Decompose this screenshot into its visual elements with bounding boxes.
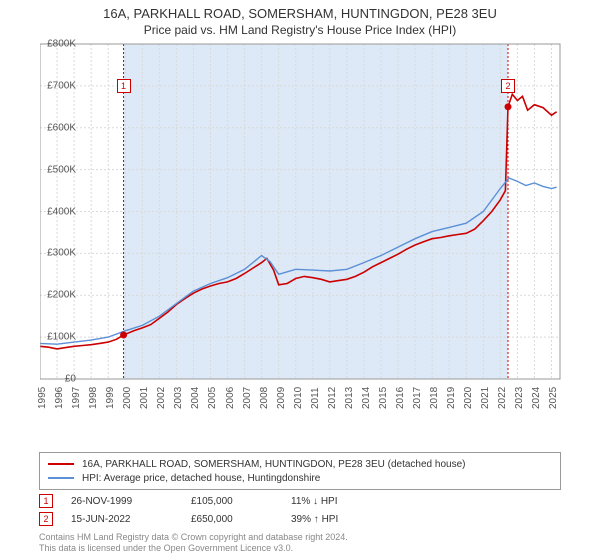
sale-marker-icon: 1 <box>39 494 53 508</box>
sale-delta: 11% ↓ HPI <box>291 496 391 507</box>
x-tick-label: 2009 <box>276 387 287 409</box>
x-tick-label: 2020 <box>463 387 474 409</box>
legend: 16A, PARKHALL ROAD, SOMERSHAM, HUNTINGDO… <box>39 452 561 490</box>
x-tick-label: 1995 <box>37 387 48 409</box>
legend-label-price: 16A, PARKHALL ROAD, SOMERSHAM, HUNTINGDO… <box>82 459 465 470</box>
x-tick-label: 2015 <box>378 387 389 409</box>
x-tick-label: 2012 <box>327 387 338 409</box>
x-tick-label: 2006 <box>225 387 236 409</box>
title-main: 16A, PARKHALL ROAD, SOMERSHAM, HUNTINGDO… <box>0 6 600 21</box>
x-tick-label: 2016 <box>395 387 406 409</box>
x-tick-label: 2017 <box>412 387 423 409</box>
x-tick-label: 2024 <box>531 387 542 409</box>
y-tick-label: £500K <box>47 164 76 175</box>
legend-swatch-hpi <box>48 477 74 479</box>
legend-row: 16A, PARKHALL ROAD, SOMERSHAM, HUNTINGDO… <box>48 457 552 471</box>
y-tick-label: £300K <box>47 248 76 259</box>
chart-area: £0 £100K £200K £300K £400K £500K £600K £700K £80… <box>40 39 600 409</box>
y-tick-label: £400K <box>47 206 76 217</box>
title-block: 16A, PARKHALL ROAD, SOMERSHAM, HUNTINGDO… <box>0 0 600 39</box>
y-tick-label: £700K <box>47 80 76 91</box>
legend-label-hpi: HPI: Average price, detached house, Hunt… <box>82 473 320 484</box>
x-tick-label: 2005 <box>207 387 218 409</box>
x-tick-label: 1997 <box>71 387 82 409</box>
y-tick-label: £100K <box>47 332 76 343</box>
x-tick-label: 2000 <box>122 387 133 409</box>
footer-line: This data is licensed under the Open Gov… <box>39 543 348 554</box>
title-sub: Price paid vs. HM Land Registry's House … <box>0 23 600 37</box>
sale-marker-icon: 2 <box>39 512 53 526</box>
legend-row: HPI: Average price, detached house, Hunt… <box>48 471 552 485</box>
x-tick-label: 2013 <box>344 387 355 409</box>
x-tick-label: 2019 <box>446 387 457 409</box>
sale-row: 1 26-NOV-1999 £105,000 11% ↓ HPI <box>39 492 391 510</box>
sale-delta: 39% ↑ HPI <box>291 514 391 525</box>
chart-marker-icon: 1 <box>117 79 131 93</box>
x-tick-label: 2025 <box>548 387 559 409</box>
sale-price: £650,000 <box>191 514 291 525</box>
x-tick-label: 2021 <box>480 387 491 409</box>
footer-line: Contains HM Land Registry data © Crown c… <box>39 532 348 543</box>
sale-date: 15-JUN-2022 <box>71 514 191 525</box>
x-tick-label: 2003 <box>173 387 184 409</box>
x-tick-label: 2018 <box>429 387 440 409</box>
chart-container: 16A, PARKHALL ROAD, SOMERSHAM, HUNTINGDO… <box>0 0 600 560</box>
sale-price: £105,000 <box>191 496 291 507</box>
footer: Contains HM Land Registry data © Crown c… <box>39 532 348 554</box>
sale-date: 26-NOV-1999 <box>71 496 191 507</box>
x-tick-label: 2010 <box>293 387 304 409</box>
chart-marker-icon: 2 <box>501 79 515 93</box>
x-tick-label: 1998 <box>88 387 99 409</box>
y-tick-label: £0 <box>65 374 76 385</box>
x-tick-label: 2007 <box>242 387 253 409</box>
x-tick-label: 2004 <box>190 387 201 409</box>
x-tick-label: 2002 <box>156 387 167 409</box>
sale-table: 1 26-NOV-1999 £105,000 11% ↓ HPI 2 15-JU… <box>39 492 391 528</box>
plot-svg <box>40 39 600 409</box>
y-tick-label: £600K <box>47 122 76 133</box>
y-tick-label: £200K <box>47 290 76 301</box>
sale-row: 2 15-JUN-2022 £650,000 39% ↑ HPI <box>39 510 391 528</box>
x-tick-label: 1996 <box>54 387 65 409</box>
x-tick-label: 1999 <box>105 387 116 409</box>
x-tick-label: 2014 <box>361 387 372 409</box>
x-tick-label: 2008 <box>259 387 270 409</box>
x-tick-label: 2011 <box>310 387 321 409</box>
x-tick-label: 2001 <box>139 387 150 409</box>
x-tick-label: 2022 <box>497 387 508 409</box>
x-tick-label: 2023 <box>514 387 525 409</box>
y-tick-label: £800K <box>47 39 76 50</box>
legend-swatch-price <box>48 463 74 465</box>
